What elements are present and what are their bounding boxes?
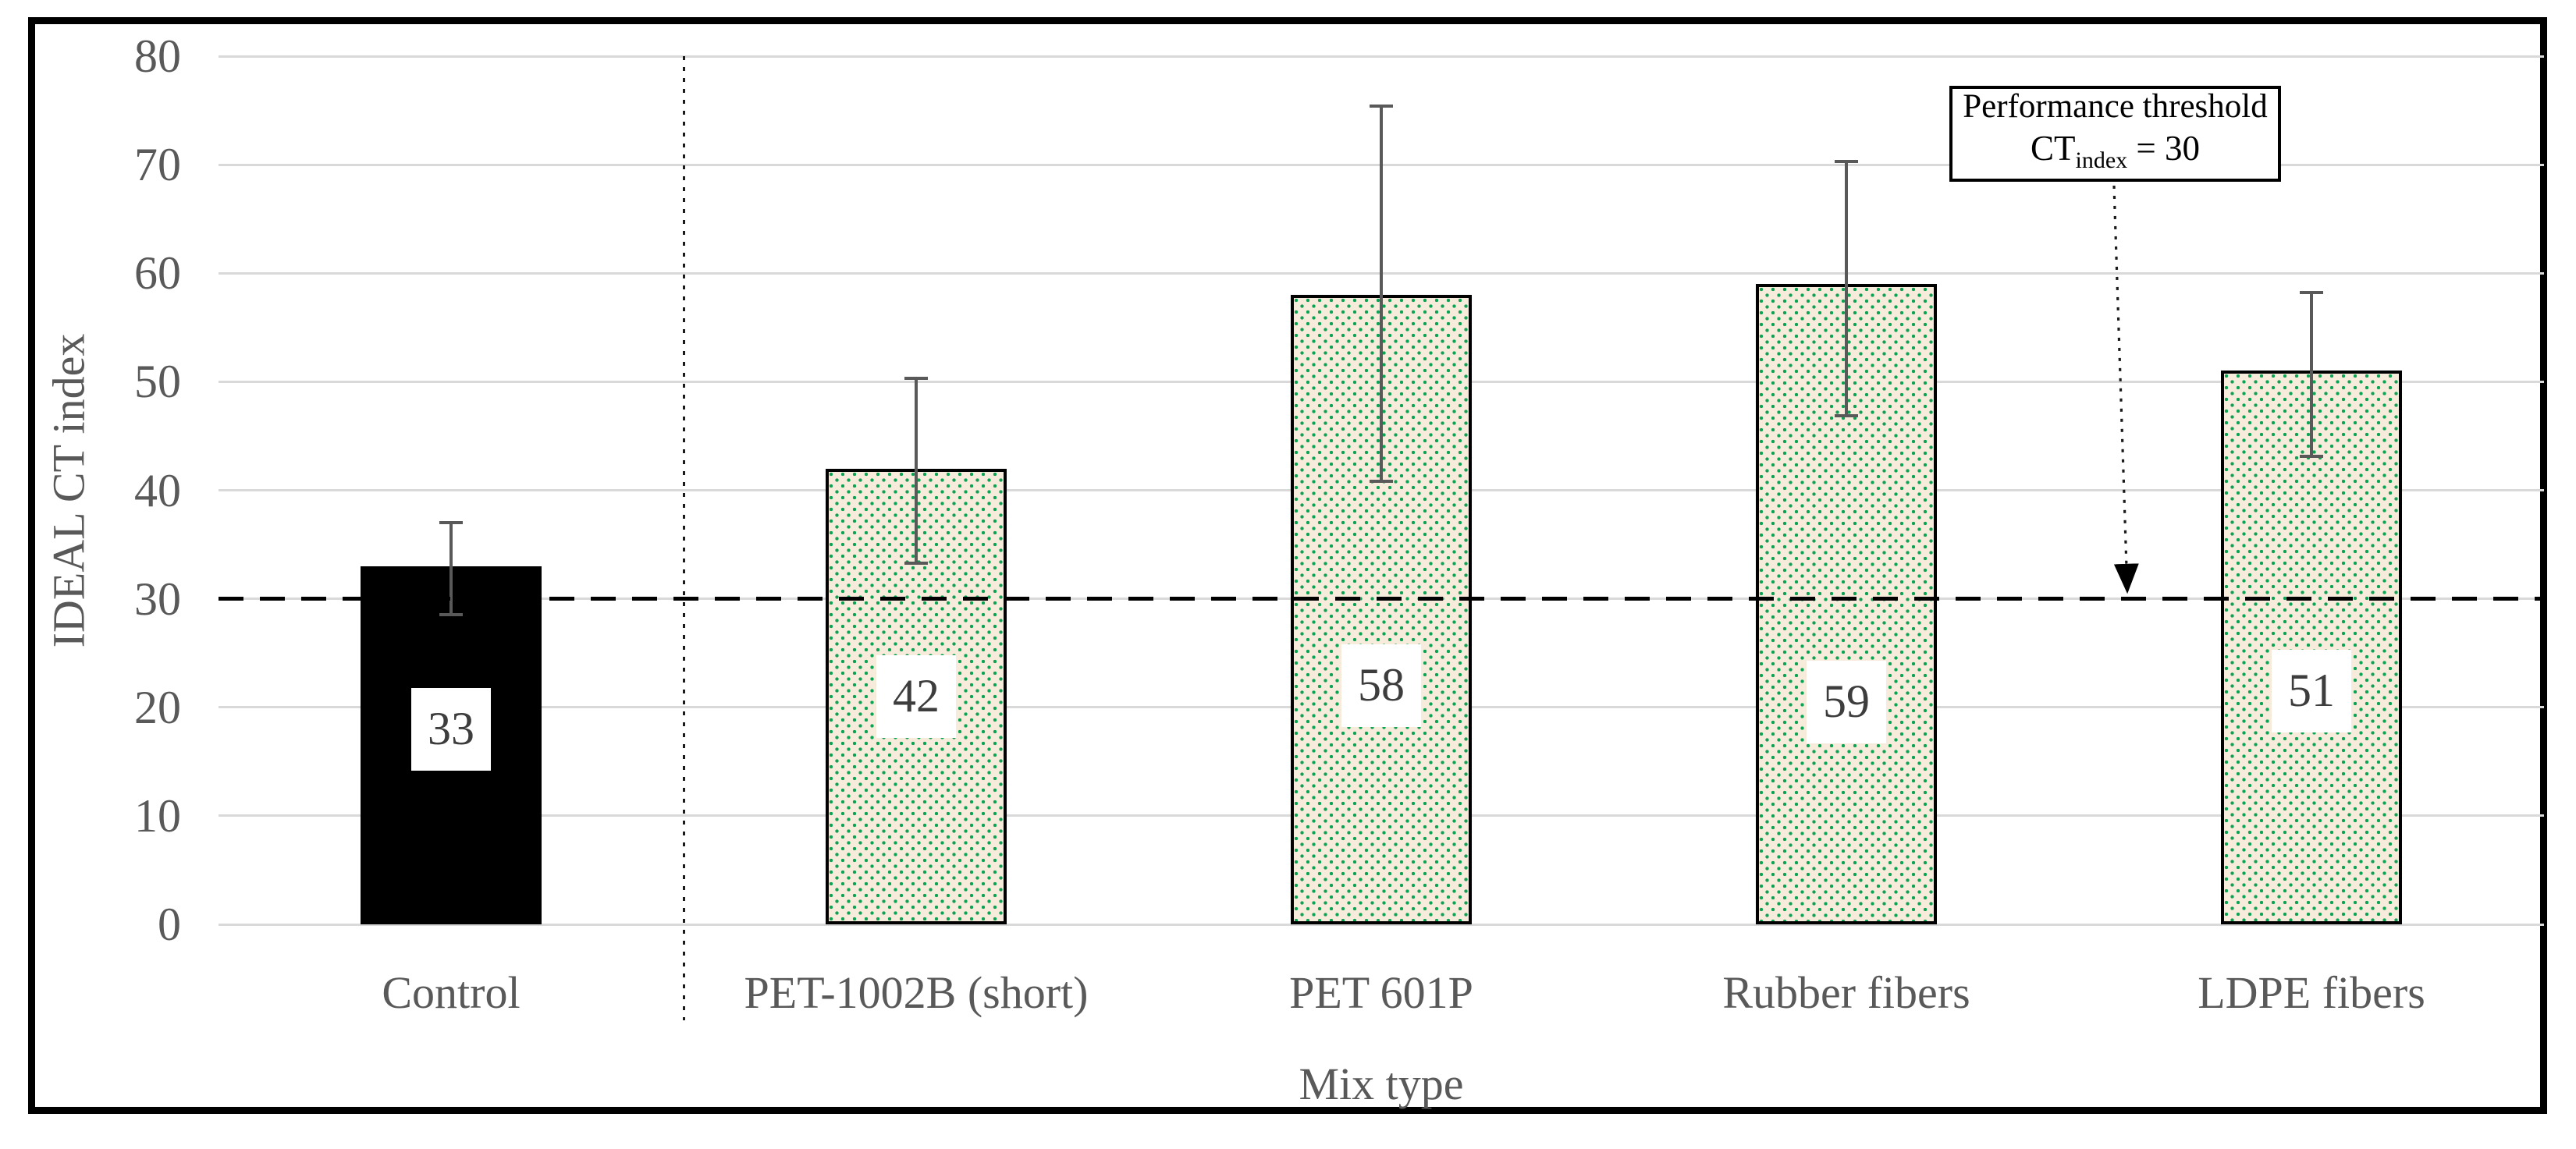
value-label-pet-1002b-short: 42 — [876, 654, 956, 738]
x-tick-label-pet-601p: PET 601P — [1289, 967, 1473, 1018]
y-tick-label-20: 20 — [134, 681, 181, 733]
error-bar-cap-top-control — [439, 521, 463, 525]
error-bar-line-ldpe-fibers — [2310, 293, 2313, 457]
error-bar-cap-bottom-pet-601p — [1370, 480, 1393, 484]
y-tick-label-30: 30 — [134, 573, 181, 625]
y-tick-label-0: 0 — [158, 899, 181, 950]
gridline-80 — [219, 55, 2544, 58]
x-axis-title: Mix type — [1299, 1059, 1464, 1109]
threshold-annotation-box: Performance threshold CTindex = 30 — [1949, 86, 2281, 182]
threshold-dashed-line — [219, 597, 2544, 601]
error-bar-cap-bottom-control — [439, 613, 463, 617]
category-separator-dotted-line — [682, 56, 685, 1020]
x-tick-label-ldpe-fibers: LDPE fibers — [2198, 967, 2425, 1018]
error-bar-line-control — [449, 523, 453, 615]
y-tick-label-40: 40 — [134, 464, 181, 516]
x-tick-label-rubber-fibers: Rubber fibers — [1722, 967, 1970, 1018]
error-bar-cap-top-ldpe-fibers — [2300, 291, 2323, 295]
error-bar-line-pet-1002b-short — [915, 378, 918, 563]
error-bar-cap-top-pet-1002b-short — [904, 377, 928, 381]
y-tick-label-70: 70 — [134, 139, 181, 191]
y-tick-label-80: 80 — [134, 30, 181, 82]
annotation-ct-subscript: index — [2075, 147, 2128, 173]
gridline-0 — [219, 923, 2544, 926]
value-label-ldpe-fibers: 51 — [2272, 649, 2351, 732]
error-bar-cap-top-pet-601p — [1370, 104, 1393, 108]
bar-ldpe-fibers — [2221, 371, 2402, 924]
x-tick-label-control: Control — [382, 967, 521, 1018]
annotation-ct-suffix: = 30 — [2127, 128, 2201, 168]
error-bar-cap-top-rubber-fibers — [1835, 159, 1858, 163]
error-bar-line-rubber-fibers — [1845, 161, 1848, 416]
error-bar-line-pet-601p — [1380, 105, 1383, 482]
y-tick-label-60: 60 — [134, 247, 181, 300]
error-bar-cap-bottom-rubber-fibers — [1835, 413, 1858, 417]
annotation-text-line2: CTindex = 30 — [2031, 127, 2200, 182]
annotation-ct-prefix: CT — [2030, 128, 2076, 168]
annotation-text-line1: Performance threshold — [1963, 87, 2268, 125]
y-tick-label-10: 10 — [134, 789, 181, 842]
error-bar-cap-bottom-ldpe-fibers — [2300, 455, 2323, 459]
value-label-control: 33 — [411, 687, 491, 771]
error-bar-cap-bottom-pet-1002b-short — [904, 561, 928, 565]
x-tick-label-pet-1002b-short: PET-1002B (short) — [744, 967, 1089, 1018]
value-label-rubber-fibers: 59 — [1807, 660, 1886, 743]
y-axis-title: IDEAL CT index — [43, 333, 94, 648]
value-label-pet-601p: 58 — [1341, 644, 1421, 727]
y-tick-label-50: 50 — [134, 356, 181, 408]
